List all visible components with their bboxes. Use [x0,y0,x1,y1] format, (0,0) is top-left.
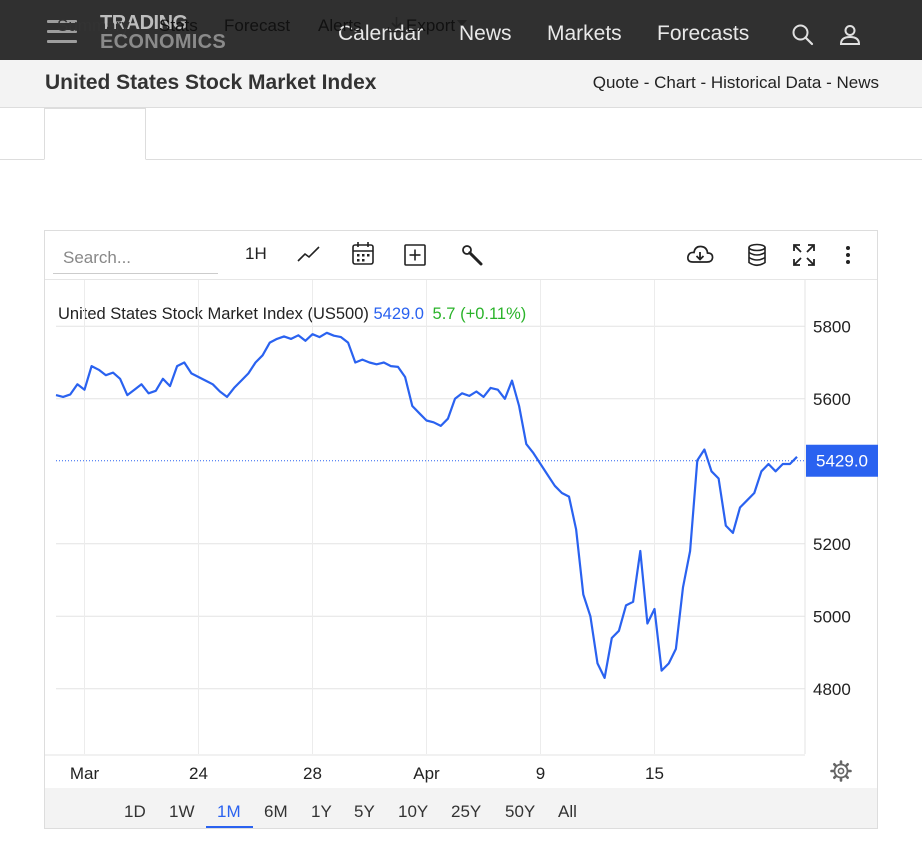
search-icon[interactable] [791,23,815,52]
export-label: Export [406,16,456,35]
link-chart[interactable]: Chart [654,73,696,92]
chart-search-input[interactable] [53,246,213,270]
tab-summary-frame [44,108,146,160]
logo-line1: TRADING [100,12,188,34]
nav-news[interactable]: News [459,22,512,45]
wrench-icon[interactable] [461,244,485,273]
page-header-bar [0,60,922,108]
nav-markets[interactable]: Markets [547,22,622,45]
logo-line2: ECONOMICS [100,31,227,53]
download-icon [387,17,406,33]
legend-price: 5429.0 [373,305,424,323]
logo[interactable]: TRADING ECONOMICS [100,12,250,54]
line-chart-icon[interactable] [297,244,321,269]
link-news[interactable]: News [836,73,879,92]
database-icon[interactable] [747,243,767,272]
settings-gear-icon[interactable] [830,760,852,787]
tab-summary[interactable]: Summary [57,16,130,35]
tab-alerts[interactable]: Alerts [318,16,362,35]
top-navigation-bar [0,0,922,60]
tab-export[interactable]: Export [387,16,468,36]
interval-button[interactable]: 1H [245,244,267,263]
link-separator: - [639,73,655,92]
fullscreen-icon[interactable] [792,243,816,272]
range-1y[interactable]: 1Y [311,802,332,821]
range-6m[interactable]: 6M [264,802,288,821]
calendar-icon[interactable] [351,241,375,272]
caret-down-icon [457,20,468,26]
range-1d[interactable]: 1D [124,802,146,821]
legend-change: 5.7 (+0.11%) [432,305,527,323]
link-quote[interactable]: Quote [592,73,640,92]
chart-search [53,246,218,274]
range-active-indicator [206,826,253,828]
cloud-download-icon[interactable] [686,243,714,272]
link-separator: - [821,73,837,92]
range-1w[interactable]: 1W [169,802,195,821]
chart-legend: United States Stock Market Index (US500)… [58,305,526,324]
chart-container [44,230,878,829]
legend-series-name: United States Stock Market Index (US500) [58,305,369,323]
tab-stats[interactable]: Stats [159,16,198,35]
link-separator: - [695,73,711,92]
page-title: United States Stock Market Index [45,71,377,94]
user-icon[interactable] [838,23,862,52]
tab-forecast[interactable]: Forecast [224,16,291,35]
toolbar-divider [45,279,877,280]
menu-icon[interactable] [47,19,77,43]
range-selector-bar [45,788,877,828]
nav-forecasts[interactable]: Forecasts [657,22,750,45]
range-all[interactable]: All [558,802,577,821]
link-historical-data[interactable]: Historical Data [710,73,822,92]
tab-bar [0,108,922,160]
add-indicator-icon[interactable] [403,243,427,272]
quick-links: Quote - Chart - Historical Data - News [593,73,879,93]
range-50y[interactable]: 50Y [505,802,536,821]
range-5y[interactable]: 5Y [354,802,375,821]
range-25y[interactable]: 25Y [451,802,482,821]
range-1m[interactable]: 1M [217,802,241,821]
range-10y[interactable]: 10Y [398,802,429,821]
nav-calendar[interactable]: Calendar [338,22,424,45]
more-vert-icon[interactable] [839,244,857,271]
